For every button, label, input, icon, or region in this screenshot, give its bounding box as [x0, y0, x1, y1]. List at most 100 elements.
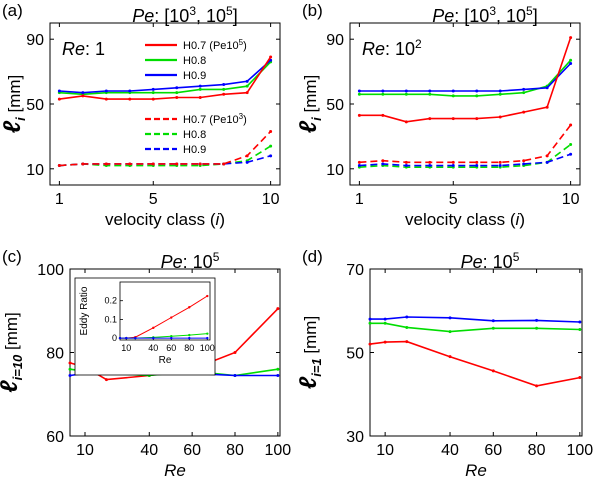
inset-x-tick-label: 60	[166, 343, 176, 353]
legend-label-text: H0.7	[183, 114, 206, 126]
data-point	[475, 164, 479, 168]
title-var: Pe	[432, 6, 454, 26]
x-axis-label-var: i	[216, 210, 221, 229]
x-tick-label: 5	[149, 191, 158, 208]
y-axis-label-symbol: ℓ	[295, 120, 322, 133]
data-point	[451, 164, 455, 168]
data-point	[175, 86, 179, 90]
data-point	[578, 320, 582, 324]
data-point	[198, 162, 202, 166]
legend-label-text: )	[243, 114, 247, 126]
data-point	[383, 340, 387, 344]
data-point	[428, 92, 432, 96]
data-point	[104, 162, 108, 166]
title-text: , 10	[196, 6, 226, 26]
title-text: : 10	[483, 252, 513, 272]
title-superscript: 5	[526, 4, 533, 18]
data-point	[357, 89, 361, 93]
axes-frame	[369, 268, 583, 437]
y-axis-label-unit: [mm]	[5, 75, 24, 118]
data-point	[428, 89, 432, 93]
data-point	[498, 89, 502, 93]
data-point	[68, 361, 72, 365]
inset-box	[74, 277, 216, 376]
data-point	[535, 326, 539, 330]
data-point	[451, 117, 455, 121]
legend-label-text: (Pe10	[206, 114, 238, 126]
data-point	[276, 367, 280, 371]
inset-data-point	[118, 336, 122, 340]
data-point	[578, 376, 582, 380]
data-point	[357, 160, 361, 164]
data-point	[498, 164, 502, 168]
x-tick-label: 80	[226, 442, 244, 459]
data-point	[151, 91, 155, 95]
series-line	[359, 62, 572, 92]
data-point	[405, 340, 409, 344]
x-tick-label: 60	[484, 442, 502, 459]
inset-data-point	[152, 336, 155, 340]
title-text: , 10	[496, 6, 526, 26]
data-point	[233, 351, 237, 354]
inset-y-tick-label: 0.1	[104, 314, 117, 324]
data-point	[535, 318, 539, 322]
data-point	[128, 97, 132, 101]
data-point	[128, 89, 132, 93]
legend-label: H0.7 (Pe103)	[183, 112, 247, 126]
data-point	[245, 91, 249, 95]
y-tick-label: 50	[326, 97, 344, 114]
data-point	[57, 164, 61, 168]
data-point	[222, 162, 226, 166]
title-superscript: 3	[189, 4, 196, 18]
data-point	[269, 154, 273, 158]
data-point	[448, 330, 452, 334]
panel-title: Pe: 105	[161, 250, 220, 272]
y-axis-label-symbol: ℓ	[0, 120, 26, 133]
data-point	[569, 58, 573, 62]
x-axis-label: Re	[164, 461, 186, 479]
y-tick-label: 10	[26, 162, 44, 179]
series-line	[59, 59, 272, 94]
title-superscript: 5	[213, 250, 220, 264]
y-tick-label: 10	[326, 162, 344, 179]
data-point	[545, 154, 549, 158]
series-line	[359, 59, 572, 97]
data-point	[475, 160, 479, 164]
series-line	[359, 143, 572, 168]
inset-x-axis-label: Re	[159, 355, 172, 366]
inset-data-point	[170, 336, 173, 340]
series-line	[359, 153, 571, 167]
title-text: : [10	[154, 6, 189, 26]
x-tick-label: 80	[528, 442, 546, 459]
data-point	[269, 130, 273, 134]
inset-x-tick-label: 80	[184, 343, 194, 353]
data-point	[368, 317, 372, 321]
y-axis-label-subscript: i	[309, 117, 324, 121]
legend-label: H0.7 (Pe105)	[183, 38, 247, 52]
data-point	[405, 325, 409, 329]
data-point	[569, 123, 573, 127]
data-point	[522, 159, 526, 163]
inset-data-point	[206, 332, 209, 335]
panel-title: Pe: [103, 105]	[432, 4, 537, 26]
data-point	[428, 160, 432, 164]
panel-label: (d)	[302, 247, 323, 266]
inset-data-point	[188, 306, 191, 309]
data-point	[175, 162, 179, 166]
y-axis-label-subscript: i	[13, 117, 28, 121]
legend-label-superscript: 3	[239, 112, 244, 121]
series-line	[59, 61, 272, 96]
data-point	[498, 115, 502, 119]
data-point	[381, 113, 385, 117]
data-point	[404, 164, 408, 168]
x-axis-label-text: )	[219, 210, 225, 229]
data-point	[57, 97, 61, 101]
inset-data-point	[134, 336, 137, 340]
x-tick-label: 10	[262, 191, 280, 208]
data-point	[491, 326, 495, 330]
data-point	[522, 110, 526, 114]
data-point	[522, 91, 526, 95]
y-tick-label: 100	[37, 262, 64, 279]
inset-y-tick-label: 0.2	[104, 296, 117, 306]
data-point	[491, 319, 495, 323]
